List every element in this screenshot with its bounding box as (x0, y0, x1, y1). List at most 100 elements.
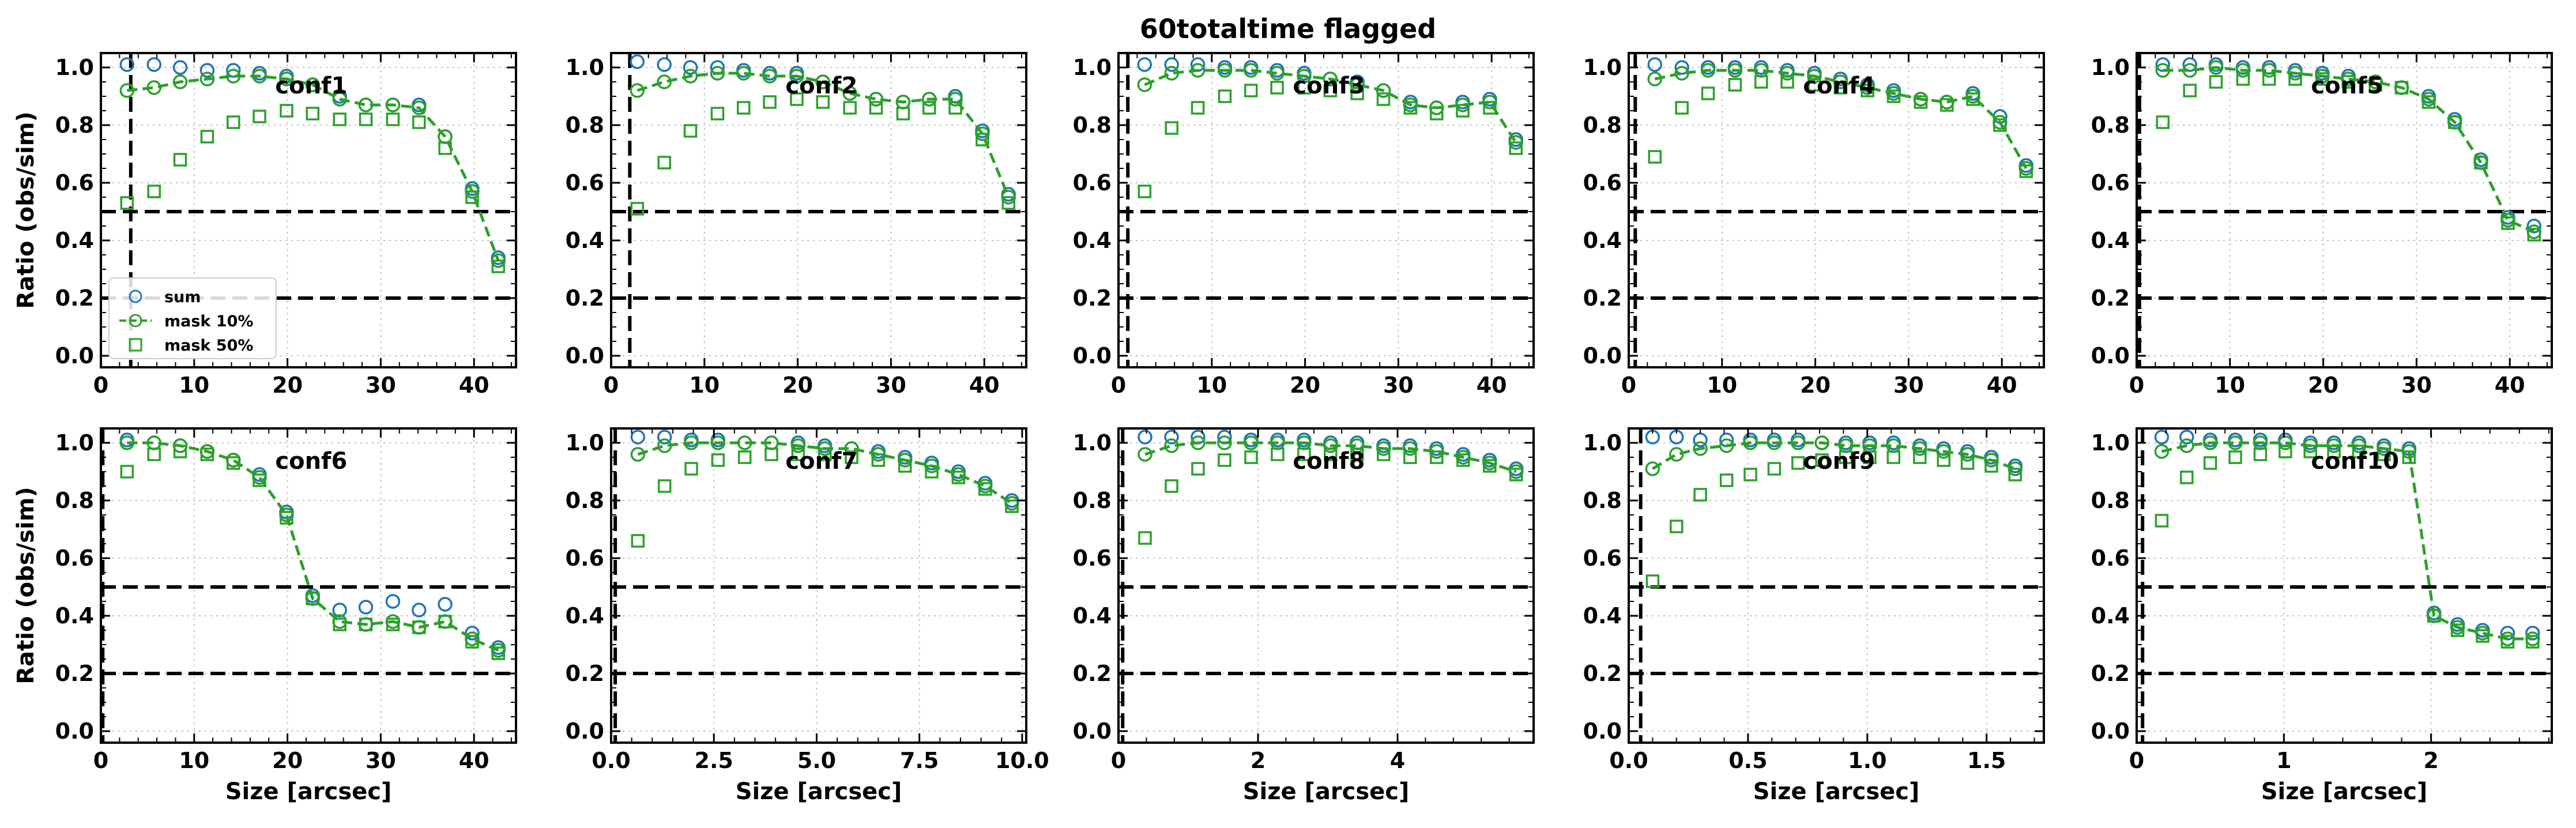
data-point-circle (1960, 447, 1975, 462)
data-point-square (2327, 445, 2341, 458)
data-point-circle (868, 92, 884, 107)
data-point-circle (2208, 60, 2224, 75)
data-point-square (1244, 450, 1258, 464)
y-tick-label: 0.2 (2091, 661, 2130, 686)
x-tick-label: 0 (604, 372, 619, 398)
legend-marker-circle (129, 289, 142, 303)
data-point-circle (844, 441, 859, 456)
data-point-circle (1217, 63, 1233, 78)
axes-frame (610, 52, 1027, 368)
x-tick-label: 10 (1707, 372, 1737, 398)
y-tick-label: 0.0 (1073, 343, 1112, 368)
data-point-square (1270, 81, 1284, 95)
data-point-circle (119, 435, 135, 450)
data-point-circle (657, 57, 672, 72)
y-tick-label: 0.2 (55, 661, 94, 686)
data-point-square (2209, 75, 2223, 89)
data-point-square (1670, 520, 1684, 533)
data-point-circle (199, 71, 215, 86)
data-point-circle (1674, 66, 1689, 81)
y-tick-label: 0.8 (566, 488, 604, 513)
data-point-square (438, 615, 452, 628)
x-tick-label: 0 (1621, 372, 1636, 398)
data-point-circle (710, 435, 726, 450)
x-tick-label: 40 (1477, 372, 1507, 398)
data-point-circle (1323, 438, 1338, 453)
data-point-square (1719, 473, 1734, 487)
data-point-circle (226, 453, 241, 468)
plot-area (2137, 428, 2552, 743)
legend-box (108, 277, 277, 359)
x-tick-label: 40 (969, 372, 1000, 398)
data-point-square (2421, 95, 2436, 109)
data-point-square (1271, 447, 1285, 461)
y-tick-label: 0.2 (55, 285, 94, 311)
data-point-square (120, 465, 134, 479)
y-tick-label: 0.4 (566, 228, 604, 253)
data-point-square (280, 104, 293, 118)
data-point-circle (1669, 447, 1684, 462)
data-point-square (657, 479, 672, 493)
data-point-square (816, 95, 830, 109)
data-point-square (2183, 84, 2197, 97)
data-point-circle (1780, 66, 1795, 81)
plot-area (611, 53, 1026, 367)
data-point-square (253, 473, 266, 487)
data-point-square (1984, 459, 1998, 473)
data-point-circle (1645, 461, 1660, 476)
data-point-square (1839, 450, 1853, 464)
x-tick-label: 20 (272, 372, 303, 398)
y-tick-label: 0.6 (566, 170, 604, 195)
axes-frame (100, 52, 517, 368)
data-point-square (818, 447, 832, 461)
data-point-square (2474, 156, 2488, 170)
data-point-circle (2182, 57, 2197, 72)
x-tick-label: 0.5 (1728, 748, 1767, 773)
y-tick-label: 0.6 (55, 170, 94, 195)
panel-conf9: 0.0 0.5 1.0 1.5 0.0 0.2 0.4 0.6 0.8 1.0 conf9 Size … (1583, 427, 2045, 805)
y-tick-label: 1.0 (2091, 430, 2130, 456)
data-point-square (1297, 447, 1311, 461)
data-point-square (359, 618, 373, 631)
x-tick-label: 0 (2129, 748, 2144, 773)
series-line-mask-10- (1652, 441, 2016, 471)
data-point-square (1960, 456, 1975, 470)
panel-label: conf7 (785, 448, 857, 475)
data-point-circle (1814, 435, 1829, 450)
x-tick-label: 30 (2401, 372, 2432, 398)
data-point-circle (948, 92, 963, 107)
data-point-square (2228, 450, 2242, 464)
data-point-circle (1807, 69, 1822, 84)
data-point-circle (1164, 66, 1179, 81)
data-point-square (2315, 72, 2329, 86)
y-tick-label: 0.2 (2091, 285, 2130, 311)
data-point-square (1648, 150, 1662, 164)
plot-area (1118, 428, 1534, 743)
y-tick-label: 0.8 (55, 488, 94, 513)
data-point-square (1191, 462, 1205, 476)
panel-conf4: 0 10 20 30 40 0.0 0.2 0.4 0.6 0.8 1.0 conf4 (1583, 52, 2045, 398)
data-point-square (1693, 488, 1707, 502)
data-point-square (948, 101, 962, 115)
x-tick-label: 4 (1390, 748, 1405, 773)
data-point-square (2253, 447, 2268, 461)
data-point-square (1780, 75, 1794, 89)
x-tick-label: 40 (459, 372, 489, 398)
data-point-square (1483, 459, 1497, 473)
x-tick-label: 30 (366, 748, 396, 773)
x-tick-label: 10.0 (995, 748, 1049, 773)
x-tick-label: 20 (272, 748, 303, 773)
x-tick-label: 5.0 (797, 748, 836, 773)
y-tick-label: 0.8 (1073, 488, 1112, 513)
data-point-square (684, 462, 698, 476)
data-point-circle (737, 435, 752, 450)
y-tick-label: 1.0 (1073, 55, 1112, 80)
data-point-square (657, 156, 671, 170)
data-point-square (1754, 75, 1768, 89)
data-point-square (1218, 453, 1231, 467)
data-point-circle (1647, 71, 1663, 86)
data-point-square (1403, 450, 1417, 464)
data-point-square (280, 511, 293, 525)
data-point-circle (2155, 63, 2171, 78)
